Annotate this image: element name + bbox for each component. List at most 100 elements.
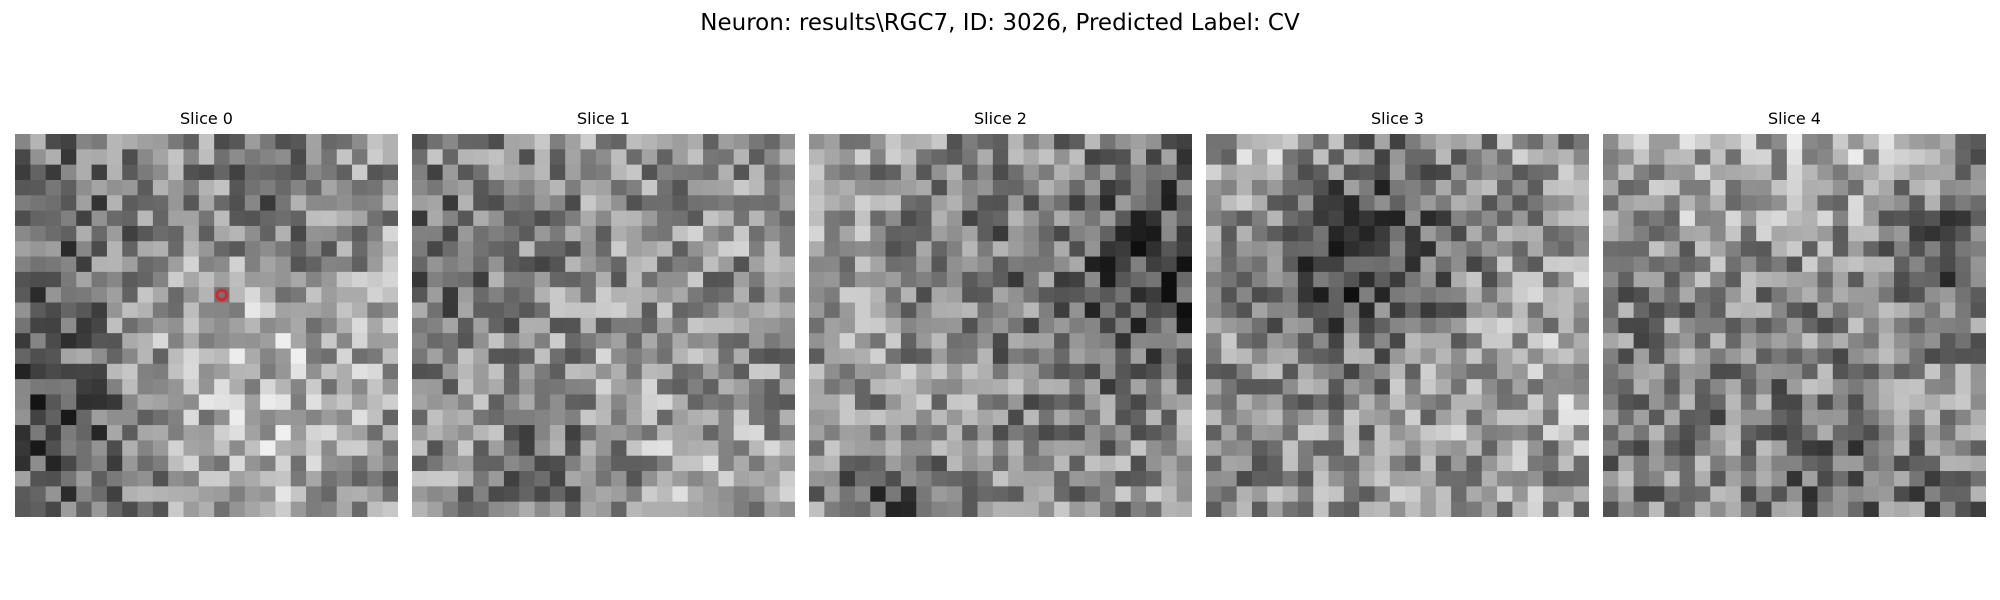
pixel-cell [611, 134, 628, 150]
pixel-cell [1771, 302, 1788, 319]
pixel-cell [1359, 134, 1376, 150]
pixel-cell [15, 179, 31, 196]
pixel-cell [473, 394, 490, 411]
pixel-cell [885, 440, 902, 457]
pixel-cell [275, 225, 292, 242]
pixel-cell [1054, 241, 1071, 258]
pixel-cell [1100, 195, 1116, 212]
pixel-cell [749, 394, 765, 411]
pixel-cell [900, 425, 917, 441]
pixel-cell [534, 348, 551, 365]
pixel-cell [168, 210, 185, 227]
pixel-cell [1618, 164, 1635, 181]
pixel-cell [1786, 471, 1803, 487]
pixel-cell [1297, 409, 1314, 426]
pixel-cell [1786, 149, 1803, 166]
pixel-cell [839, 302, 856, 319]
pixel-cell [1100, 317, 1116, 334]
pixel-cell [1573, 333, 1589, 350]
pixel-cell [1512, 409, 1529, 426]
pixel-cell [1603, 149, 1619, 166]
pixel-cell [91, 225, 108, 242]
pixel-cell [336, 455, 353, 472]
pixel-cell [1848, 271, 1865, 288]
pixel-cell [1451, 164, 1468, 181]
pixel-cell [1481, 317, 1498, 334]
pixel-cell [152, 210, 169, 227]
pixel-cell [1236, 179, 1253, 196]
pixel-cell [824, 486, 841, 503]
pixel-cell [1878, 179, 1895, 196]
pixel-cell [457, 241, 474, 258]
pixel-cell [457, 333, 474, 350]
pixel-cell [1664, 302, 1681, 319]
pixel-cell [931, 486, 948, 503]
pixel-cell [1497, 471, 1513, 487]
pixel-cell [1802, 363, 1819, 380]
pixel-cell [534, 317, 551, 334]
pixel-cell [122, 271, 139, 288]
pixel-cell [15, 256, 31, 273]
pixel-cell [1251, 379, 1268, 396]
pixel-cell [76, 287, 93, 304]
pixel-cell [1374, 164, 1391, 181]
pixel-cell [382, 455, 398, 472]
pixel-cell [1084, 440, 1101, 457]
pixel-cell [1558, 471, 1575, 487]
pixel-cell [718, 195, 735, 212]
pixel-cell [565, 348, 582, 365]
pixel-cell [1648, 409, 1665, 426]
pixel-cell [1267, 195, 1284, 212]
pixel-cell [1221, 317, 1238, 334]
pixel-cell [565, 394, 582, 411]
pixel-cell [106, 195, 123, 212]
pixel-cell [839, 471, 856, 487]
pixel-cell [580, 210, 597, 227]
pixel-cell [703, 271, 719, 288]
pixel-cell [1481, 455, 1498, 472]
pixel-cell [1710, 287, 1727, 304]
pixel-cell [244, 195, 261, 212]
pixel-cell [1648, 256, 1665, 273]
pixel-cell [503, 471, 520, 487]
pixel-cell [1694, 256, 1711, 273]
pixel-cell [503, 486, 520, 503]
pixel-cell [1633, 425, 1650, 441]
pixel-cell [352, 501, 368, 517]
pixel-cell [839, 210, 856, 227]
pixel-cell [1084, 134, 1101, 150]
pixel-cell [1221, 348, 1238, 365]
pixel-cell [565, 256, 582, 273]
pixel-cell [962, 363, 979, 380]
pixel-cell [1940, 241, 1956, 258]
pixel-cell [1176, 363, 1192, 380]
pixel-cell [626, 333, 643, 350]
pixel-cell [1832, 409, 1849, 426]
pixel-cell [1817, 164, 1834, 181]
pixel-cell [1756, 455, 1773, 472]
pixel-cell [1221, 241, 1238, 258]
pixel-cell [703, 363, 719, 380]
pixel-cell [931, 409, 948, 426]
pixel-cell [30, 348, 47, 365]
pixel-cell [1389, 333, 1406, 350]
pixel-cell [611, 471, 628, 487]
pixel-cell [1710, 394, 1727, 411]
pixel-cell [427, 241, 444, 258]
pixel-cell [1282, 348, 1299, 365]
pixel-cell [30, 425, 47, 441]
pixel-cell [1633, 134, 1650, 150]
pixel-cell [1648, 425, 1665, 441]
pixel-cell [1023, 225, 1040, 242]
pixel-cell [1481, 425, 1498, 441]
pixel-cell [1894, 302, 1910, 319]
pixel-cell [1282, 394, 1299, 411]
pixel-cell [733, 363, 750, 380]
pixel-cell [1481, 241, 1498, 258]
pixel-cell [1221, 271, 1238, 288]
pixel-cell [137, 455, 154, 472]
pixel-cell [1008, 179, 1025, 196]
pixel-cell [1940, 333, 1956, 350]
pixel-cell [657, 179, 674, 196]
pixel-cell [1054, 363, 1071, 380]
